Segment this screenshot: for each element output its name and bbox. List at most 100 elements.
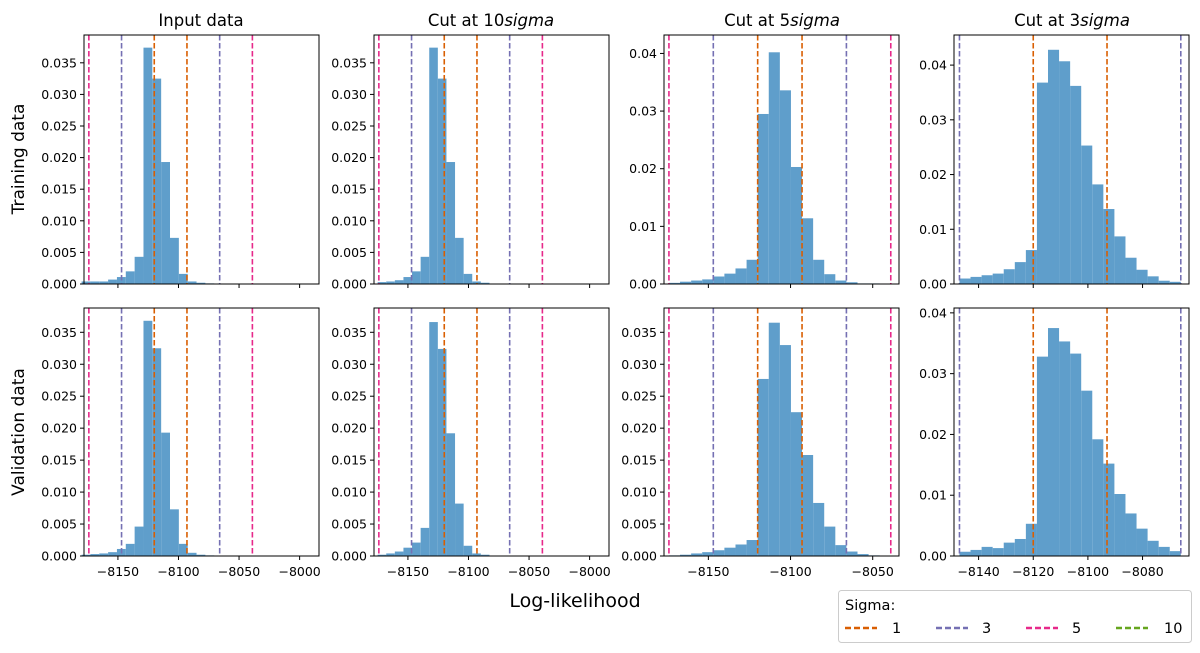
histogram-bar [1169,551,1181,556]
histogram-bar [735,544,747,556]
x-tick-label: −8080 [1121,564,1163,579]
histogram-bar [429,47,438,284]
y-tick-label: 0.02 [919,167,947,182]
x-tick-label: −8050 [852,564,894,579]
col-title-3-suffix: sigma [790,11,840,30]
legend: Sigma: 1 3 5 10 [838,590,1192,643]
y-tick-label: 0.030 [41,357,77,372]
panel-2-2: 0.000 0.005 0.010 0.015 0.020 0.025 0.030 0.035… [331,307,611,579]
histogram-bar [108,279,117,284]
y-tick-label: 0.035 [331,55,367,70]
histogram-bar [959,278,971,284]
col-title-4-suffix: sigma [1080,11,1130,30]
panel-1-2: 0.000 0.005 0.010 0.015 0.020 0.025 0.030 0.035 [331,34,610,292]
col-title-4: Cut at 3sigma [1014,11,1130,30]
histogram-bar [170,509,179,556]
histogram-bar [394,280,404,284]
y-tick-label: 0.03 [919,112,947,127]
histogram-bar [472,281,481,284]
histogram-bar [152,348,162,556]
histogram-bar [802,218,814,284]
histogram-bar [768,52,780,284]
panel-2-3: 0.000 0.005 0.010 0.015 0.020 0.025 0.030 0.035… [621,307,900,579]
histogram-bar [746,259,758,284]
histogram-bar [1158,280,1170,284]
histogram-bar [412,542,421,556]
histogram-bar [802,455,814,556]
histogram-bar [420,256,430,284]
y-tick-label: 0.03 [629,104,657,119]
axes-frame [373,307,610,557]
histogram-bar [824,526,836,556]
legend-title: Sigma: [845,598,895,614]
histogram-bar [187,281,197,284]
x-tick-label: −8120 [1012,564,1054,579]
col-title-2-suffix: sigma [504,11,554,30]
y-tick-label: 0.000 [41,277,77,292]
y-tick-label: 0.03 [919,366,947,381]
y-tick-label: 0.015 [331,453,367,468]
histogram-bar [125,271,135,284]
panel-1-4: 0.00 0.01 0.02 0.03 0.04 [919,34,1190,292]
histogram-bar [1147,540,1159,556]
histogram-bar [959,551,971,556]
histogram-bar [90,554,100,556]
histogram-bar [437,78,447,284]
histogram-bar [386,553,395,556]
histogram-bar [1059,341,1071,556]
y-tick-label: 0.010 [41,213,77,228]
x-tick-label: −8100 [447,564,489,579]
histogram-bar [757,113,769,284]
histogram-bar [1125,257,1137,284]
histogram-bar [981,546,993,556]
histogram-bar [1092,184,1104,284]
histogram-bar [403,277,413,284]
y-tick-label: 0.025 [331,119,367,134]
y-tick-label: 0.000 [331,549,367,564]
x-tick-label: −8150 [687,564,729,579]
y-tick-label: 0.015 [331,182,367,197]
y-tick-label: 0.025 [41,119,77,134]
panel-2-4: 0.00 0.01 0.02 0.03 0.04 −8140 −8120 −8100 −8080 [919,305,1190,579]
panel-1-1: 0.000 0.005 0.010 0.015 0.020 0.025 0.030 0.035 [41,34,320,292]
histogram-bar [680,554,692,556]
histogram-bar [1103,209,1115,284]
histogram-bar [1081,390,1093,556]
histogram-bar [691,280,703,284]
histogram-bar [970,276,982,284]
histogram-bar [735,268,747,284]
histogram-bar [702,552,714,556]
y-tick-label: 0.02 [629,161,657,176]
x-tick-label: −8100 [157,564,199,579]
histogram-bar [99,553,109,556]
histogram-bar [455,503,464,556]
y-tick-label: 0.025 [41,389,77,404]
y-tick-label: 0.005 [331,517,367,532]
y-tick-label: 0.005 [331,245,367,260]
legend-label-5: 5 [1072,621,1081,637]
panel-2-1: 0.000 0.005 0.010 0.015 0.020 0.025 0.030 0.035… [41,307,321,579]
histogram-bar [857,554,869,556]
histogram-bar [835,545,847,556]
panels: 0.000 0.005 0.010 0.015 0.020 0.025 0.030 0.035… [41,34,1190,579]
y-tick-label: 0.020 [331,421,367,436]
y-tick-label: 0.04 [919,305,947,320]
y-tick-label: 0.000 [331,277,367,292]
y-tick-label: 0.020 [41,150,77,165]
y-tick-label: 0.00 [919,549,947,564]
histogram-bar [1081,145,1093,284]
histogram-bar [835,280,847,284]
histogram-bar [1025,250,1037,284]
histogram-bar [1103,463,1115,556]
y-tick-label: 0.025 [331,389,367,404]
legend-frame [838,590,1192,643]
legend-label-10: 10 [1164,621,1182,637]
y-tick-label: 0.01 [919,488,947,503]
axes-frame [953,34,1190,285]
histogram-bar [668,282,681,284]
histogram-bar [713,276,725,284]
histogram-bar [1114,494,1126,556]
histogram-bar [143,47,153,284]
y-tick-label: 0.010 [331,485,367,500]
